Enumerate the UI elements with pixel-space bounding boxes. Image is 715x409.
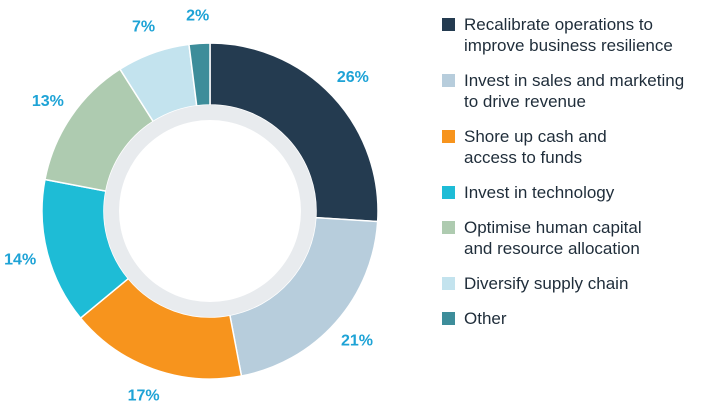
donut-chart: 26% 21% 17% 14% 13% 7% 2%	[4, 7, 379, 404]
legend-swatch-0	[442, 18, 455, 31]
legend-label-3: Invest in technology	[464, 183, 615, 202]
legend-label-5: Diversify supply chain	[464, 274, 629, 293]
legend-swatch-2	[442, 130, 455, 143]
percent-label-0: 26%	[337, 69, 369, 86]
percent-label-4: 13%	[32, 93, 64, 110]
percent-label-2: 17%	[128, 387, 160, 404]
legend-swatch-3	[442, 186, 455, 199]
legend-swatch-6	[442, 312, 455, 325]
legend-label-2: Shore up cash and access to funds	[464, 127, 607, 167]
legend: Recalibrate operations to improve busine…	[442, 14, 715, 343]
percent-label-5: 7%	[132, 19, 155, 36]
legend-item-2: Shore up cash and access to funds	[442, 126, 715, 168]
percent-label-6: 2%	[186, 7, 209, 24]
legend-item-3: Invest in technology	[442, 182, 715, 203]
legend-swatch-5	[442, 277, 455, 290]
legend-swatch-4	[442, 221, 455, 234]
percent-label-3: 14%	[4, 252, 36, 269]
inner-hole	[119, 120, 301, 302]
percent-label-1: 21%	[341, 333, 373, 350]
legend-item-6: Other	[442, 308, 715, 329]
percent-labels: 26% 21% 17% 14% 13% 7% 2%	[4, 7, 373, 404]
legend-item-4: Optimise human capital and resource allo…	[442, 217, 715, 259]
legend-item-1: Invest in sales and marketing to drive r…	[442, 70, 715, 112]
legend-label-0: Recalibrate operations to improve busine…	[464, 15, 673, 55]
legend-label-4: Optimise human capital and resource allo…	[464, 218, 642, 258]
legend-label-6: Other	[464, 309, 507, 328]
legend-label-1: Invest in sales and marketing to drive r…	[464, 71, 685, 111]
legend-item-5: Diversify supply chain	[442, 273, 715, 294]
legend-swatch-1	[442, 74, 455, 87]
legend-item-0: Recalibrate operations to improve busine…	[442, 14, 715, 56]
